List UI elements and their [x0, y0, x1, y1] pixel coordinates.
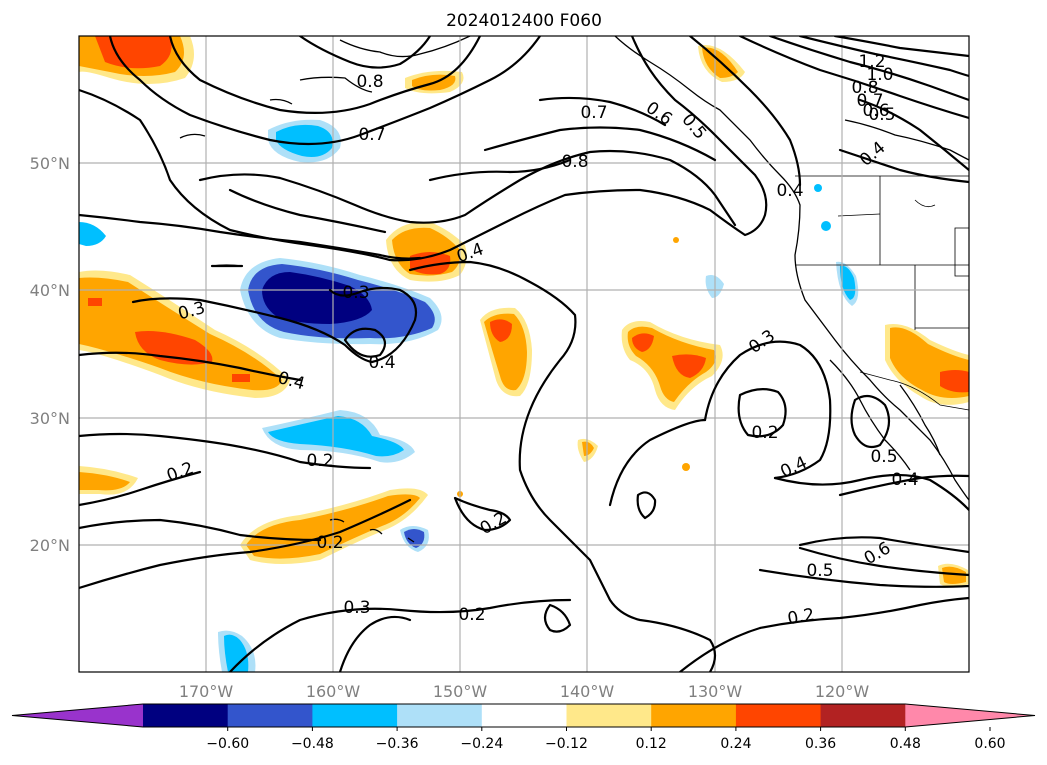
contour-label: 0.7 — [358, 125, 385, 145]
colorbar-tick-label: 0.48 — [890, 736, 921, 752]
colorbar-tick-label: −0.36 — [376, 736, 419, 752]
contour-label: 0.8 — [561, 152, 588, 172]
contour-label: 0.8 — [851, 78, 878, 98]
contour-label: 0.5 — [806, 561, 833, 581]
contour-label: 0.8 — [356, 72, 383, 92]
colorbar-tick-label: −0.24 — [460, 736, 503, 752]
colorbar-segment — [651, 704, 737, 727]
contour-label: 0.2 — [458, 605, 485, 625]
border-layer — [795, 175, 969, 411]
contour-label: 0.2 — [786, 605, 816, 629]
map-frame — [78, 35, 970, 673]
colorbar-tick-label: −0.60 — [206, 736, 249, 752]
colorbar-segment — [312, 704, 398, 727]
colorbar-outline — [11, 703, 1036, 728]
lon-label: 170°W — [179, 682, 234, 701]
contour-label: 0.5 — [870, 447, 897, 467]
colorbar-segment — [566, 704, 652, 727]
lon-label: 120°W — [815, 682, 870, 701]
lat-label: 40°N — [30, 281, 70, 300]
contour-label: 1.2 — [858, 52, 885, 72]
anomaly-fill-layer — [79, 36, 969, 672]
colorbar-tick-label: 0.60 — [974, 736, 1005, 752]
colorbar-tick-label: 0.12 — [636, 736, 667, 752]
contour-label: 0.2 — [316, 533, 343, 553]
colorbar-segment — [481, 704, 567, 727]
colorbar-segment — [397, 704, 483, 727]
contour-label: 0.6 — [862, 101, 889, 121]
contour-label: 0.4 — [368, 353, 395, 373]
colorbar-extend-max — [905, 704, 1035, 727]
longitude-labels: 170°W 160°W 150°W 140°W 130°W 120°W — [179, 682, 870, 701]
map-title: 2024012400 F060 — [446, 11, 602, 31]
contour-label: 0.2 — [306, 451, 333, 471]
lon-label: 150°W — [433, 682, 488, 701]
colorbar-tick-label: 0.36 — [805, 736, 836, 752]
colorbar-tick-label: 0.24 — [720, 736, 751, 752]
contour-label: 0.3 — [343, 598, 370, 618]
lon-label: 140°W — [560, 682, 615, 701]
colorbar-segment — [143, 704, 229, 727]
colorbar-segment — [227, 704, 313, 727]
colorbar-tick-label: −0.12 — [545, 736, 588, 752]
contour-layer — [79, 36, 969, 672]
colorbar-extend-min — [12, 704, 143, 727]
lon-label: 130°W — [688, 682, 743, 701]
coastline-layer — [179, 36, 969, 543]
contour-label: 0.2 — [751, 423, 778, 443]
colorbar-segment — [735, 704, 822, 727]
latitude-labels: 50°N 40°N 30°N 20°N — [30, 154, 70, 555]
contour-label: 0.4 — [891, 470, 918, 490]
contour-label: 0.4 — [776, 181, 803, 201]
contour-label: 0.3 — [342, 283, 369, 303]
contour-label: 0.7 — [580, 103, 607, 123]
contour-label: 0.7 — [856, 91, 883, 111]
colorbar-segment — [820, 704, 906, 727]
lon-label: 160°W — [306, 682, 361, 701]
lat-label: 30°N — [30, 409, 70, 428]
lat-label: 50°N — [30, 154, 70, 173]
contour-label: 1.0 — [866, 65, 893, 85]
contour-label: 0.5 — [868, 105, 895, 125]
colorbar: −0.60 −0.48 −0.36 −0.24 −0.12 0.12 0.24 0.36 0.4… — [11, 703, 1036, 752]
lat-label: 20°N — [30, 536, 70, 555]
colorbar-tick-label: −0.48 — [291, 736, 334, 752]
